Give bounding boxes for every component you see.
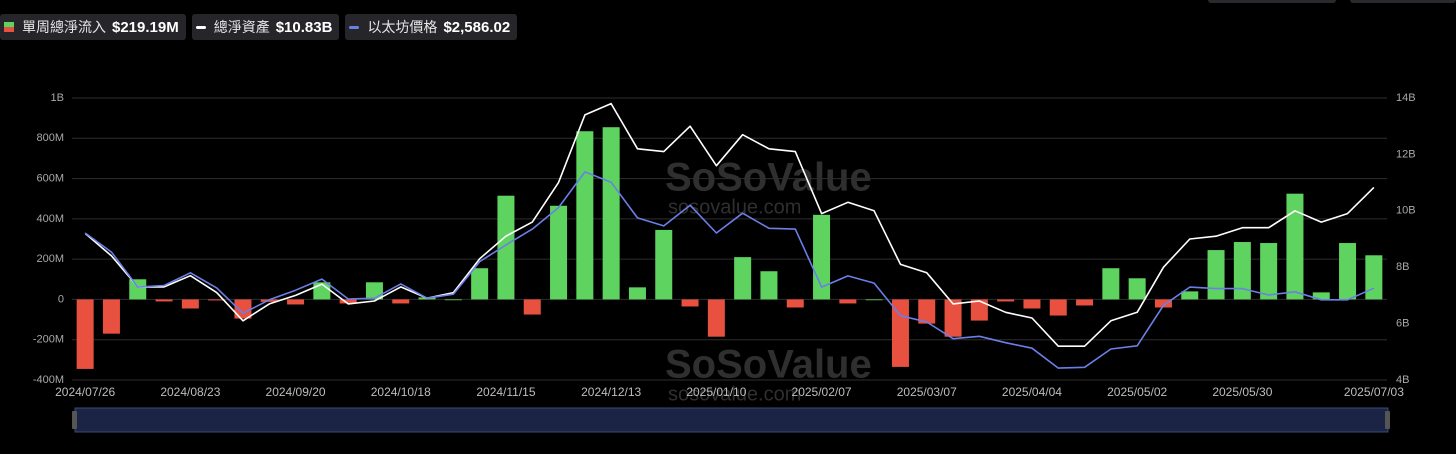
- bar: [523, 299, 541, 315]
- legend-icon: [4, 22, 14, 32]
- navigator-handle[interactable]: [72, 411, 77, 429]
- legend-name: 單周總淨流入: [22, 19, 106, 35]
- bar: [365, 282, 383, 300]
- tab[interactable]: [1208, 0, 1336, 3]
- x-tick-label: 2024/11/15: [476, 385, 535, 399]
- y2-tick-label: 12B: [1396, 148, 1416, 160]
- x-tick-label: 2025/05/02: [1107, 385, 1167, 399]
- x-tick-label: 2024/08/23: [160, 385, 220, 399]
- line: [84, 102, 1375, 348]
- legend-value: $219.19M: [112, 18, 179, 36]
- bar: [1049, 299, 1067, 316]
- y2-tick-label: 4B: [1396, 374, 1409, 386]
- bar: [1102, 268, 1120, 300]
- bar: [628, 287, 646, 300]
- x-tick-label: 2025/07/03: [1344, 385, 1404, 399]
- bar: [681, 299, 699, 307]
- line: [84, 171, 1375, 369]
- legend-item[interactable]: 單周總淨流入 $219.19M: [0, 14, 186, 40]
- navigator: [74, 407, 1389, 433]
- legend-item[interactable]: 以太坊價格 $2,586.02: [345, 14, 518, 40]
- bar: [1023, 299, 1041, 309]
- tab[interactable]: [1350, 0, 1456, 3]
- y2-tick-label: 14B: [1396, 92, 1416, 104]
- x-tick-label: 2025/04/04: [1002, 385, 1062, 399]
- bar: [102, 299, 120, 334]
- y2-tick-label: 6B: [1396, 318, 1409, 330]
- bar: [602, 127, 620, 300]
- y-tick-label: -400M: [33, 374, 64, 386]
- y-tick-label: -200M: [33, 334, 64, 346]
- bar: [707, 299, 725, 337]
- bar: [786, 299, 804, 308]
- bar: [1207, 250, 1225, 300]
- legend-name: 總淨資產: [213, 19, 270, 35]
- bar: [997, 299, 1015, 302]
- bar: [339, 299, 357, 304]
- y2-tick-label: 10B: [1396, 205, 1416, 217]
- x-tick-label: 2025/01/10: [686, 385, 746, 399]
- bar: [234, 299, 252, 319]
- bar: [181, 299, 199, 309]
- bar: [444, 299, 462, 301]
- x-tick-label: 2025/03/07: [897, 385, 957, 399]
- bar: [1128, 278, 1146, 300]
- bar: [155, 299, 173, 302]
- y2-tick-label: 8B: [1396, 261, 1409, 273]
- watermark-brand: SoSoValue: [665, 343, 872, 387]
- bar: [918, 299, 936, 324]
- bar: [1339, 243, 1357, 300]
- x-tick-label: 2024/12/13: [581, 385, 641, 399]
- bar: [76, 299, 94, 369]
- bar: [734, 257, 752, 300]
- y-tick-label: 400M: [36, 213, 64, 225]
- bar: [1312, 292, 1330, 300]
- bar: [865, 299, 883, 301]
- legend-value: $10.83B: [275, 18, 333, 36]
- bar: [550, 205, 568, 300]
- bar: [208, 299, 226, 301]
- bar: [1365, 255, 1383, 300]
- legend-value: $2,586.02: [443, 18, 511, 36]
- x-tick-label: 2025/05/30: [1212, 385, 1272, 399]
- y-tick-label: 600M: [36, 172, 64, 184]
- legend-name: 以太坊價格: [367, 19, 438, 35]
- x-tick-label: 2024/10/18: [371, 385, 431, 399]
- legend-icon: [195, 25, 206, 29]
- bar: [1260, 243, 1278, 300]
- bar: [970, 299, 988, 321]
- watermark-url: sosovalue.com: [668, 383, 801, 405]
- bar: [1233, 242, 1251, 300]
- bar: [576, 131, 594, 300]
- legend-icon: [349, 25, 360, 29]
- y-tick-label: 1B: [51, 92, 64, 104]
- bar: [944, 299, 962, 337]
- bar: [1076, 299, 1094, 306]
- bar: [129, 279, 147, 300]
- bar: [839, 299, 857, 304]
- bar: [471, 268, 489, 300]
- y-tick-label: 0: [58, 293, 64, 305]
- bar: [1181, 291, 1199, 300]
- x-tick-label: 2025/02/07: [792, 385, 852, 399]
- watermark-url: sosovalue.com: [668, 196, 801, 218]
- y-tick-label: 800M: [36, 132, 64, 144]
- legend-item[interactable]: 總淨資產 $10.83B: [191, 14, 340, 40]
- bar: [392, 299, 410, 304]
- navigator-handle[interactable]: [1385, 411, 1390, 429]
- bar: [1154, 299, 1172, 308]
- bar: [760, 271, 778, 300]
- bar: [655, 229, 673, 300]
- bar: [1286, 193, 1304, 300]
- x-tick-label: 2024/09/20: [266, 385, 326, 399]
- bar: [287, 299, 305, 305]
- y-tick-label: 200M: [36, 253, 64, 265]
- legend: 單周總淨流入 $219.19M 總淨資產 $10.83B 以太坊價格 $2,586.02: [0, 14, 518, 40]
- watermark-brand: SoSoValue: [665, 156, 872, 200]
- x-tick-label: 2024/07/26: [55, 385, 115, 399]
- bar: [497, 195, 515, 300]
